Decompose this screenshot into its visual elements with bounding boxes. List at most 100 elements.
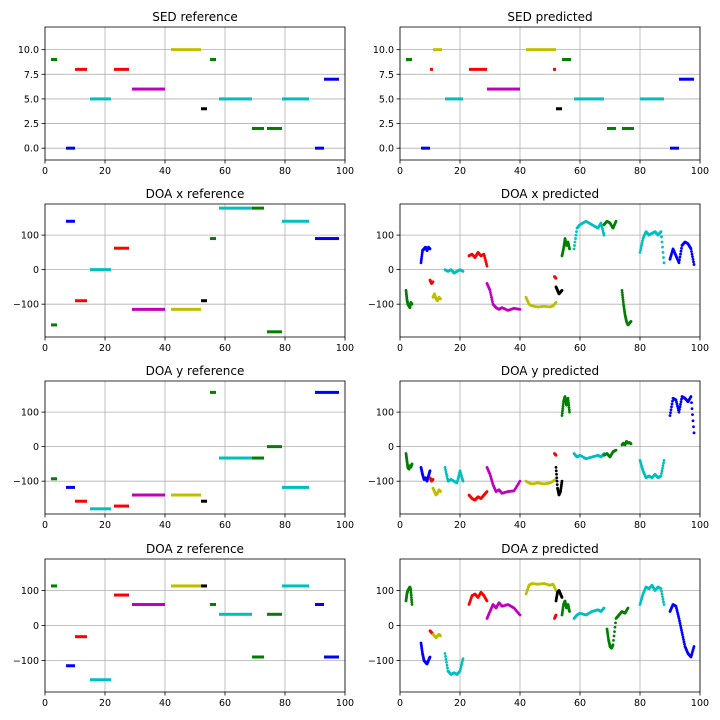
data-point bbox=[639, 248, 642, 252]
data-point bbox=[410, 600, 414, 604]
data-point bbox=[671, 399, 674, 403]
data-point bbox=[428, 655, 432, 659]
data-segment bbox=[114, 593, 129, 597]
y-tick-label: 5.0 bbox=[24, 94, 39, 105]
data-segment bbox=[640, 97, 664, 101]
x-tick-label: 80 bbox=[634, 698, 646, 709]
data-segment bbox=[556, 107, 562, 111]
chart-panel: DOA x reference 0 20 40 60 80 100 −100 0 100 bbox=[13, 187, 354, 354]
data-segment bbox=[171, 584, 201, 588]
y-tick-label: −100 bbox=[13, 656, 39, 667]
data-point bbox=[679, 402, 682, 406]
chart-title: DOA y predicted bbox=[501, 364, 599, 378]
data-point bbox=[566, 396, 570, 400]
data-segment bbox=[282, 219, 309, 223]
x-tick-label: 80 bbox=[634, 343, 646, 354]
y-tick-label: 0 bbox=[33, 265, 39, 276]
data-segment bbox=[622, 126, 634, 130]
data-point bbox=[662, 600, 665, 604]
chart-title: DOA z predicted bbox=[501, 542, 599, 556]
data-segment bbox=[114, 504, 129, 508]
data-point bbox=[662, 603, 666, 606]
data-point bbox=[573, 244, 576, 247]
data-point bbox=[640, 241, 644, 245]
data-point bbox=[431, 280, 435, 284]
data-segment bbox=[252, 126, 264, 130]
data-segment bbox=[90, 678, 111, 682]
data-point bbox=[660, 472, 663, 475]
y-tick-label: −100 bbox=[368, 656, 394, 667]
data-point bbox=[445, 663, 449, 667]
data-point bbox=[568, 410, 571, 414]
x-tick-label: 100 bbox=[336, 166, 354, 177]
data-point bbox=[575, 230, 578, 234]
data-point bbox=[621, 295, 625, 299]
data-segment bbox=[90, 268, 111, 272]
chart-panel: DOA y reference 0 20 40 60 80 100 −100 0 100 bbox=[13, 364, 354, 531]
data-segment bbox=[210, 237, 216, 241]
data-segment bbox=[267, 612, 282, 616]
data-point bbox=[692, 260, 695, 264]
y-tick-label: 100 bbox=[376, 231, 394, 242]
data-point bbox=[554, 613, 558, 617]
x-tick-label: 60 bbox=[219, 698, 231, 709]
data-point bbox=[561, 409, 564, 413]
data-segment bbox=[406, 58, 412, 62]
data-point bbox=[410, 603, 414, 606]
data-point bbox=[410, 302, 414, 306]
data-point bbox=[614, 621, 617, 625]
data-point bbox=[662, 459, 666, 462]
chart-title: DOA x predicted bbox=[501, 187, 599, 201]
data-point bbox=[491, 300, 494, 304]
y-tick-label: 10.0 bbox=[18, 45, 39, 56]
x-tick-label: 0 bbox=[397, 166, 403, 177]
chart-panel: SED predicted 0 20 40 60 80 100 0.0 2.5 5.0 7.5 10.… bbox=[373, 10, 709, 177]
data-segment bbox=[201, 499, 207, 503]
y-tick-label: 0.0 bbox=[379, 144, 394, 155]
data-point bbox=[554, 301, 558, 304]
data-segment bbox=[315, 390, 339, 394]
x-tick-label: 100 bbox=[691, 698, 709, 709]
plot-frame bbox=[44, 203, 346, 338]
data-point bbox=[660, 240, 664, 244]
y-tick-label: 0 bbox=[33, 442, 39, 453]
data-point bbox=[461, 657, 465, 661]
x-tick-label: 60 bbox=[574, 343, 586, 354]
data-point bbox=[443, 652, 447, 655]
data-point bbox=[567, 408, 571, 412]
data-segment bbox=[219, 612, 252, 616]
chart-panel: DOA x predicted 0 20 40 60 80 100 −100 0 100 bbox=[368, 187, 709, 354]
data-segment bbox=[267, 126, 282, 130]
data-point bbox=[691, 255, 694, 259]
data-point bbox=[680, 397, 683, 401]
data-point bbox=[561, 402, 565, 406]
data-segment bbox=[51, 58, 57, 62]
data-point bbox=[680, 631, 684, 634]
data-point bbox=[461, 269, 465, 273]
data-point bbox=[681, 633, 684, 637]
y-tick-label: 7.5 bbox=[24, 70, 39, 81]
data-segment bbox=[252, 655, 264, 659]
data-point bbox=[677, 410, 681, 414]
data-point bbox=[660, 469, 664, 473]
y-tick-label: 0 bbox=[388, 442, 394, 453]
data-point bbox=[679, 252, 682, 256]
data-segment bbox=[171, 493, 201, 497]
data-point bbox=[567, 406, 571, 409]
x-tick-label: 20 bbox=[454, 698, 466, 709]
data-point bbox=[662, 261, 666, 265]
data-point bbox=[431, 478, 435, 481]
data-point bbox=[661, 595, 664, 599]
data-segment bbox=[132, 493, 165, 497]
data-segment bbox=[282, 485, 309, 489]
x-tick-label: 60 bbox=[219, 343, 231, 354]
data-point bbox=[677, 617, 681, 620]
data-point bbox=[691, 257, 695, 261]
data-segment bbox=[670, 146, 679, 150]
plot-frame bbox=[44, 380, 346, 515]
data-point bbox=[638, 250, 642, 254]
x-tick-label: 40 bbox=[514, 166, 526, 177]
x-tick-label: 60 bbox=[574, 166, 586, 177]
data-point bbox=[670, 402, 674, 406]
